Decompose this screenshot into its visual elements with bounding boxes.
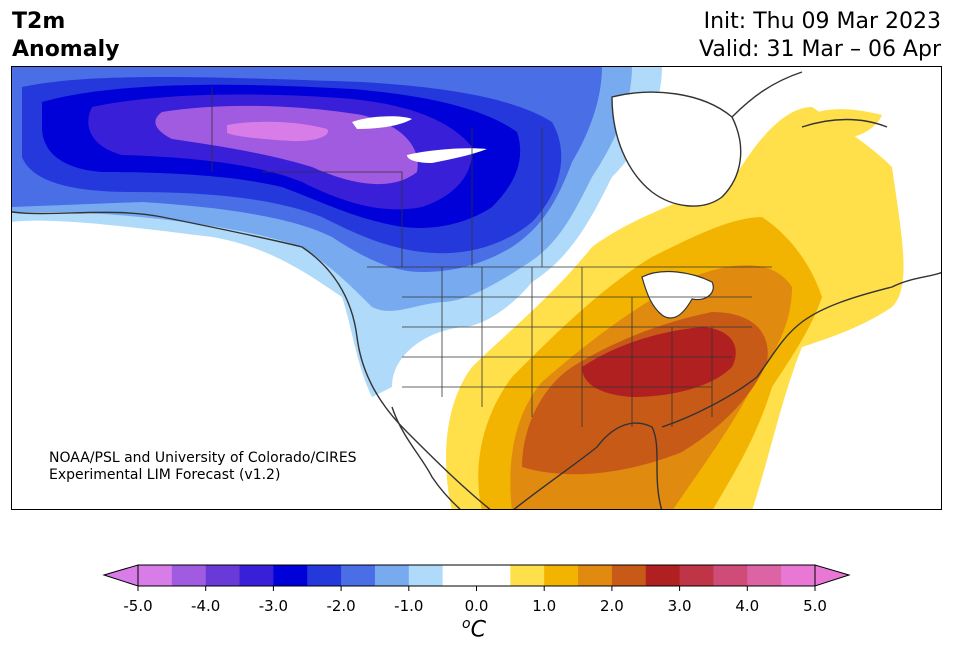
colorbar-segment <box>510 565 545 586</box>
colorbar-over-arrow <box>814 564 851 587</box>
colorbar-segment <box>442 565 477 586</box>
colorbar-tick-label: 1.0 <box>532 597 556 615</box>
forecast-dates: Init: Thu 09 Mar 2023 Valid: 31 Mar – 06… <box>699 8 941 64</box>
colorbar-tick-label: 3.0 <box>668 597 692 615</box>
colorbar-segment <box>544 565 579 586</box>
colorbar-tick-label: -4.0 <box>191 597 220 615</box>
map-title: T2m Anomaly <box>12 8 119 64</box>
colorbar-unit: oC <box>462 616 486 642</box>
great-lakes <box>641 271 714 319</box>
colorbar-tick-label: -5.0 <box>123 597 152 615</box>
colorbar-segment <box>476 565 511 586</box>
colorbar-segment <box>578 565 613 586</box>
colorbar-segment <box>645 565 681 586</box>
colorbar-segment <box>138 565 173 586</box>
colorbar-tick-label: 4.0 <box>735 597 759 615</box>
great-slave-lake <box>352 116 412 129</box>
colorbar-segment <box>307 565 342 586</box>
colorbar-ticks: -5.0 -4.0 -3.0 -2.0 -1.0 0.0 1.0 2.0 3.0 4.0 5.0 <box>123 586 827 615</box>
colorbar-tick-label: -1.0 <box>394 597 423 615</box>
credit-text: NOAA/PSL and University of Colorado/CIRE… <box>49 450 357 484</box>
colorbar-segment <box>611 565 647 586</box>
valid-date: Valid: 31 Mar – 06 Apr <box>699 37 941 62</box>
colorbar-segment <box>679 565 714 586</box>
unit-symbol: C <box>470 617 486 643</box>
warm-anomaly-25 <box>582 327 736 397</box>
coastlines <box>12 71 941 509</box>
credit-line2: Experimental LIM Forecast (v1.2) <box>49 467 281 483</box>
map-canvas <box>12 67 941 509</box>
warm-anomaly-05-labrador <box>792 109 882 139</box>
colorbar-under-arrow <box>102 564 139 587</box>
colorbar-segment <box>171 565 207 586</box>
colorbar-tick-label: -2.0 <box>326 597 355 615</box>
colorbar-tick-label: -3.0 <box>259 597 288 615</box>
colorbar-segment <box>374 565 410 586</box>
anomaly-map <box>11 66 942 510</box>
cold-anomaly-4 <box>155 105 418 185</box>
cold-anomaly-5 <box>227 121 328 142</box>
colorbar-segment <box>205 565 241 586</box>
colorbar-segments <box>138 565 816 586</box>
colorbar-tick-label: 0.0 <box>465 597 489 615</box>
colorbar-tick-label: 5.0 <box>803 597 827 615</box>
colorbar-segment <box>408 565 444 586</box>
colorbar-segment <box>713 565 748 586</box>
title-line1: T2m <box>12 9 66 34</box>
colorbar-tick-label: 2.0 <box>600 597 624 615</box>
init-date: Init: Thu 09 Mar 2023 <box>703 9 941 34</box>
unit-degree: o <box>462 616 471 632</box>
hudson-bay <box>611 91 742 207</box>
colorbar-segment <box>239 565 274 586</box>
great-bear-lake <box>407 148 487 163</box>
credit-line1: NOAA/PSL and University of Colorado/CIRE… <box>49 450 357 466</box>
colorbar-segment <box>781 565 816 586</box>
colorbar-segment <box>341 565 376 586</box>
political-boundaries <box>211 87 772 427</box>
colorbar-segment <box>273 565 308 586</box>
colorbar-segment <box>747 565 782 586</box>
title-line2: Anomaly <box>12 37 120 62</box>
